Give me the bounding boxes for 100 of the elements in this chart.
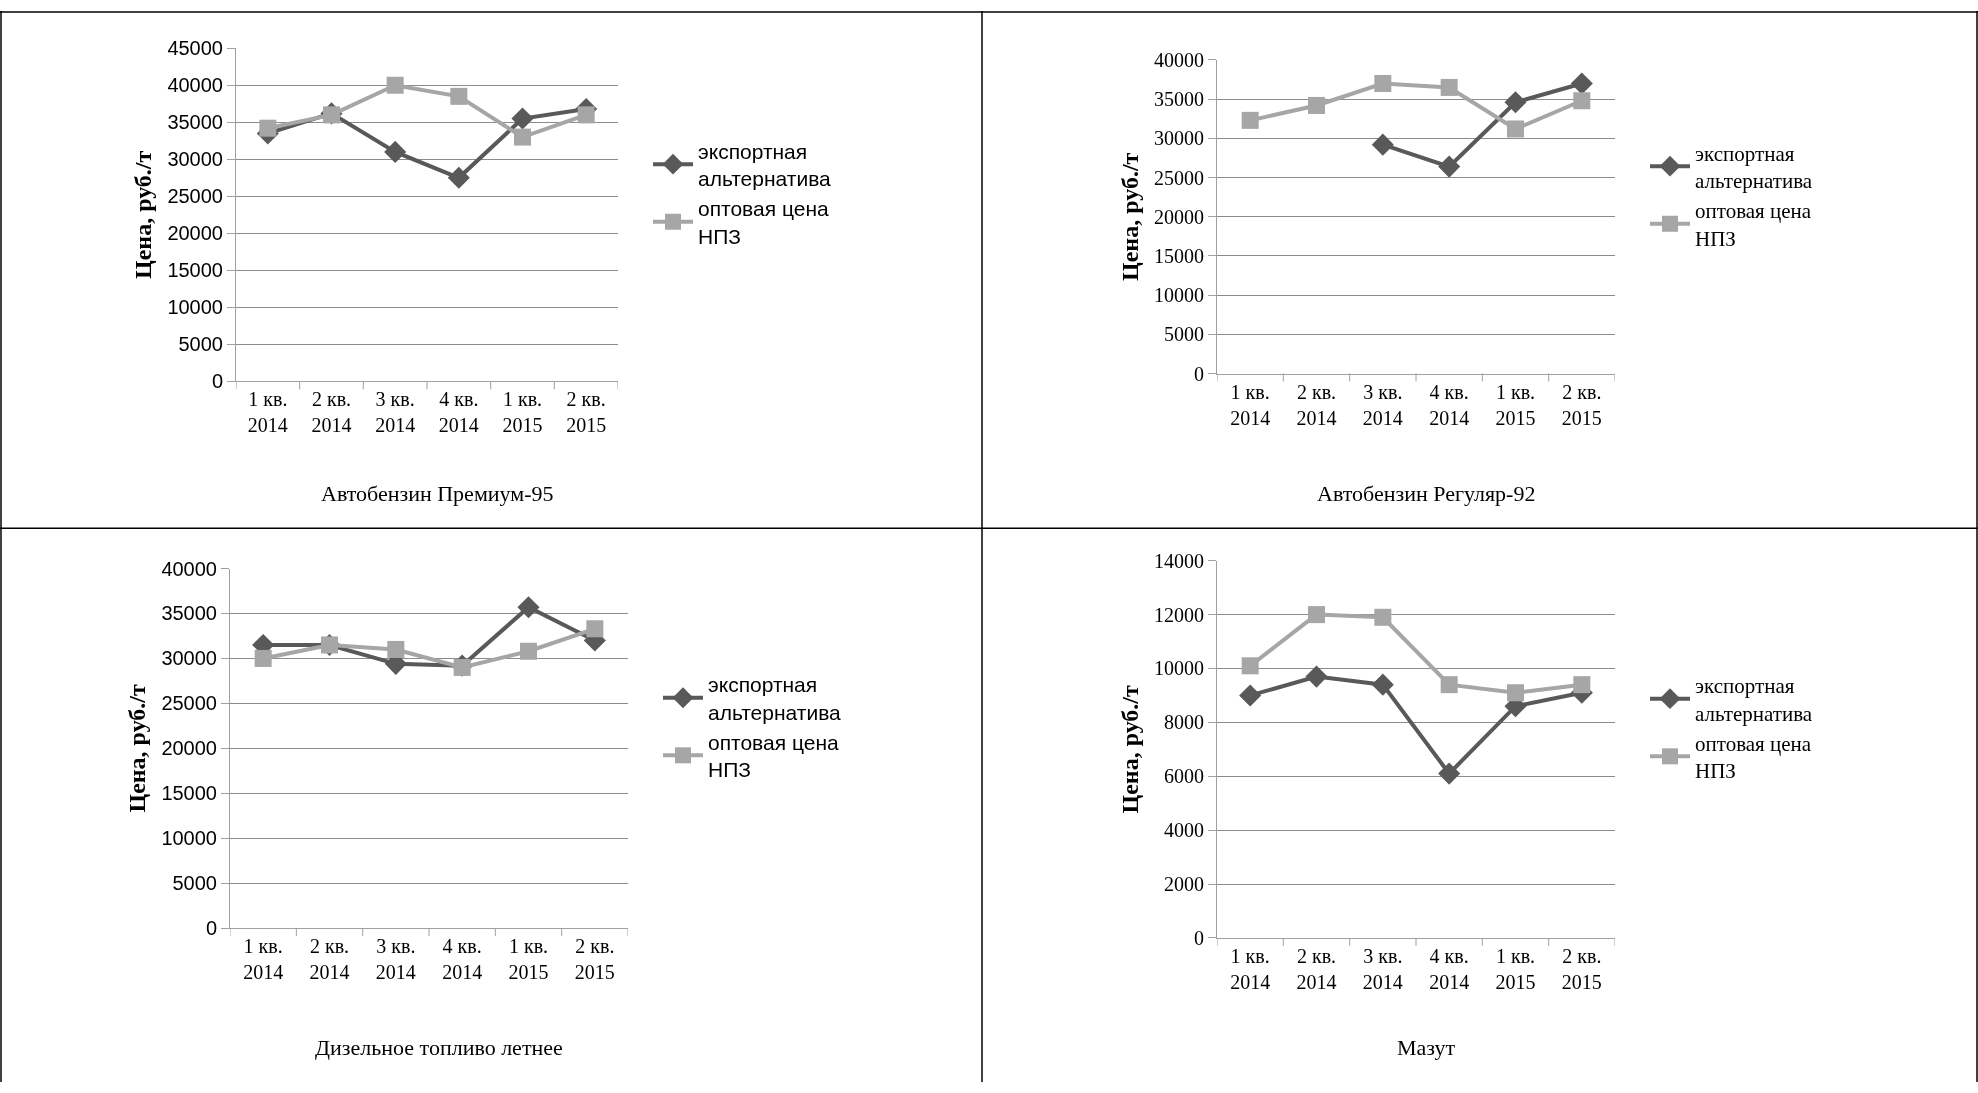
- point: [520, 642, 537, 660]
- text: Автобензин Регуляр-92: [1317, 481, 1536, 506]
- y-tick-label: 25000: [1154, 166, 1204, 189]
- y-tick-label: 25000: [161, 692, 217, 715]
- point: [254, 649, 272, 667]
- point: [1239, 684, 1262, 707]
- y-tick-label: 45000: [167, 37, 223, 60]
- point: [511, 107, 534, 130]
- x-tick-label: 1 кв. 2014: [1230, 944, 1271, 993]
- point: [1438, 762, 1461, 785]
- y-tick-label: 14000: [1154, 549, 1204, 572]
- point: [517, 596, 540, 619]
- x-tick-label: 2 кв. 2014: [309, 935, 350, 984]
- x-tick-label: 3 кв. 2014: [375, 935, 416, 984]
- x-tick-label: 1 кв. 2015: [502, 388, 543, 437]
- point: [1504, 91, 1527, 114]
- x-tick-label: 4 кв. 2014: [1429, 944, 1470, 993]
- y-tick-label: 40000: [1154, 48, 1204, 71]
- y-tick-label: 10000: [167, 296, 223, 319]
- point: [386, 76, 404, 94]
- point: [1440, 676, 1458, 694]
- y-tick-label: 15000: [167, 259, 223, 282]
- y-tick-label: 20000: [167, 222, 223, 245]
- point: [450, 87, 468, 105]
- y-tick-label: 20000: [1154, 205, 1204, 228]
- y-tick-label: 10000: [1154, 657, 1204, 680]
- legend-label: оптовая цена НПЗ: [708, 730, 839, 782]
- point: [1573, 92, 1591, 110]
- x-tick-label: 3 кв. 2014: [1362, 944, 1403, 993]
- x-tick-label: 2 кв. 2015: [1561, 380, 1602, 429]
- x-tick-label: 3 кв. 2014: [375, 388, 416, 437]
- point: [1440, 78, 1458, 96]
- y-tick-label: 8000: [1164, 711, 1204, 734]
- y-tick-label: 30000: [1154, 127, 1204, 150]
- point: [1241, 657, 1259, 675]
- x-tick-label: 2 кв. 2014: [1296, 380, 1337, 429]
- y-tick-label: 35000: [167, 111, 223, 134]
- y-tick-label: 0: [211, 370, 223, 393]
- x-tick-label: 1 кв. 2015: [508, 935, 549, 984]
- y-tick-label: 20000: [161, 737, 217, 760]
- text: Дизельное топливо летнее: [315, 1035, 563, 1060]
- x-tick-label: 4 кв. 2014: [1429, 380, 1470, 429]
- point: [1241, 111, 1259, 129]
- x-tick-label: 2 кв. 2015: [1561, 944, 1602, 993]
- y-tick-label: 0: [1194, 362, 1204, 385]
- point: [1374, 75, 1392, 93]
- point: [447, 166, 470, 189]
- y-tick-label: 35000: [161, 602, 217, 625]
- point: [586, 620, 604, 638]
- point: [1371, 673, 1394, 696]
- point: [1507, 120, 1524, 138]
- point: [1570, 72, 1593, 95]
- x-tick-label: 4 кв. 2014: [438, 388, 479, 437]
- y-tick-label: 40000: [167, 74, 223, 97]
- x-tick-label: 2 кв. 2014: [311, 388, 352, 437]
- legend-label: оптовая цена НПЗ: [698, 197, 829, 248]
- point: [1305, 665, 1328, 688]
- point: [1371, 133, 1394, 156]
- point: [1438, 155, 1461, 178]
- y-tick-label: 35000: [1154, 88, 1204, 111]
- x-tick-label: 3 кв. 2014: [1362, 380, 1403, 429]
- y-axis-title: Цена, руб./т: [130, 150, 157, 279]
- y-tick-label: 5000: [178, 333, 223, 356]
- x-tick-label: 1 кв. 2015: [1495, 380, 1536, 429]
- x-tick-label: 2 кв. 2015: [574, 935, 615, 984]
- x-tick-label: 1 кв. 2014: [1230, 380, 1271, 429]
- point: [1308, 606, 1325, 624]
- x-tick-label: 2 кв. 2015: [566, 388, 607, 437]
- y-tick-label: 30000: [161, 647, 217, 670]
- text: Мазут: [1397, 1035, 1456, 1060]
- y-tick-label: 10000: [161, 827, 217, 850]
- y-tick-label: 15000: [161, 782, 217, 805]
- y-tick-label: 0: [205, 917, 217, 940]
- y-tick-label: 0: [1194, 926, 1204, 949]
- y-tick-label: 10000: [1154, 284, 1204, 307]
- y-axis-title: Цена, руб./т: [1117, 152, 1144, 281]
- point: [259, 119, 277, 137]
- y-tick-label: 4000: [1164, 819, 1204, 842]
- y-tick-label: 12000: [1154, 603, 1204, 626]
- point: [384, 140, 407, 163]
- y-tick-label: 2000: [1164, 873, 1204, 896]
- y-tick-label: 5000: [1164, 323, 1204, 346]
- y-tick-label: 6000: [1164, 765, 1204, 788]
- y-axis-title: Цена, руб./т: [124, 683, 151, 813]
- point: [1507, 684, 1524, 702]
- point: [1308, 96, 1325, 114]
- x-tick-label: 4 кв. 2014: [442, 935, 483, 984]
- point: [577, 106, 595, 124]
- x-tick-label: 2 кв. 2014: [1296, 944, 1337, 993]
- y-tick-label: 15000: [1154, 244, 1204, 267]
- point: [1573, 676, 1591, 694]
- x-tick-label: 1 кв. 2014: [243, 935, 284, 984]
- point: [514, 128, 531, 146]
- legend-label: оптовая цена НПЗ: [1695, 731, 1812, 784]
- legend-label: оптовая цена НПЗ: [1695, 199, 1812, 251]
- y-tick-label: 40000: [161, 557, 217, 580]
- y-tick-label: 25000: [167, 185, 223, 208]
- y-tick-label: 5000: [172, 872, 217, 895]
- point: [1374, 608, 1392, 626]
- x-tick-label: 1 кв. 2015: [1495, 944, 1536, 993]
